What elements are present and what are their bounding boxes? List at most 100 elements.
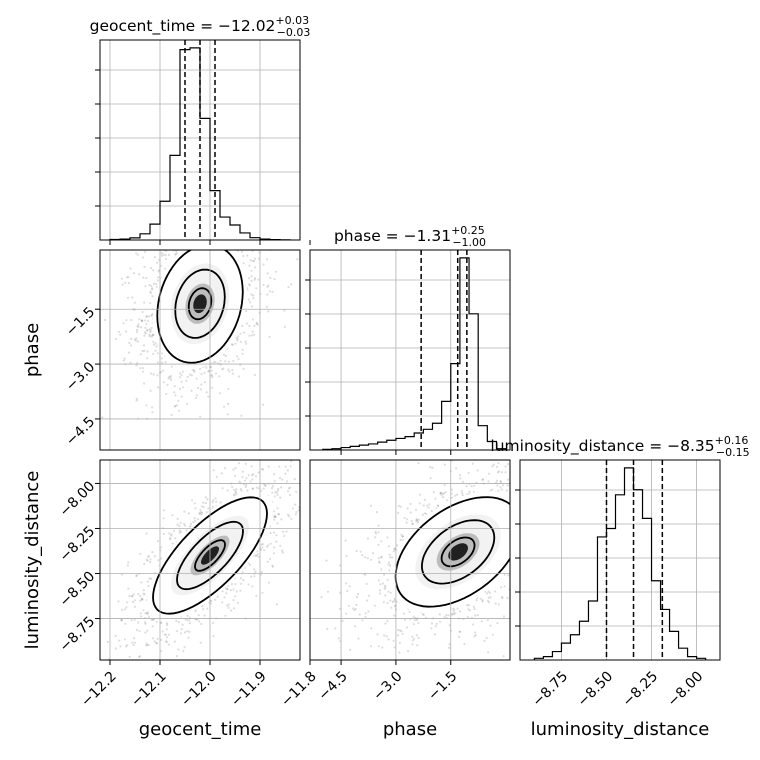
sample-point [251, 585, 254, 588]
sample-point [326, 590, 330, 593]
sample-point [132, 593, 135, 596]
sample-point [152, 488, 154, 490]
sample-point [251, 330, 254, 333]
sample-point [145, 644, 148, 647]
sample-point [239, 332, 242, 335]
sample-point [145, 558, 148, 561]
sample-point [378, 560, 381, 563]
sample-point [522, 534, 524, 536]
sample-point [181, 218, 183, 220]
sample-point [523, 497, 525, 499]
sample-point [543, 529, 545, 531]
sample-point [226, 587, 229, 590]
sample-point [496, 484, 499, 487]
sample-point [235, 590, 238, 593]
sample-point [525, 512, 527, 514]
sample-point [233, 474, 236, 477]
sample-point [236, 339, 239, 342]
sample-point [160, 638, 163, 641]
sample-point [415, 618, 418, 622]
x-tick-label: −1.5 [425, 668, 460, 703]
sample-point [458, 474, 462, 477]
sample-point [231, 368, 234, 372]
sample-point [143, 593, 146, 596]
sample-point [369, 558, 373, 561]
sample-point [232, 607, 236, 610]
sample-point [117, 600, 120, 603]
sample-point [150, 314, 153, 317]
sample-point [156, 352, 159, 355]
sample-point [521, 491, 523, 493]
sample-point [167, 643, 170, 646]
sample-point [239, 589, 242, 592]
sample-point [413, 619, 417, 622]
sample-point [278, 465, 281, 468]
sample-point [308, 449, 310, 451]
sample-point [520, 546, 522, 548]
sample-point [242, 254, 245, 258]
sample-point [162, 665, 164, 667]
sample-point [201, 233, 203, 235]
sample-point [544, 495, 546, 497]
sample-point [540, 549, 542, 551]
sample-point [487, 590, 490, 593]
sample-point [147, 556, 150, 559]
sample-point [472, 490, 475, 493]
sample-point [188, 630, 191, 634]
sample-point [290, 223, 292, 225]
sample-point [547, 521, 549, 523]
sample-point [163, 228, 165, 230]
sample-point [255, 321, 259, 325]
sample-point [285, 480, 289, 483]
sample-point [184, 466, 186, 468]
sample-point [135, 337, 138, 340]
sample-point [446, 499, 449, 502]
sample-point [421, 513, 424, 517]
contour-line [440, 536, 476, 568]
sample-point [177, 399, 180, 402]
sample-point [547, 516, 549, 518]
sample-point [438, 613, 441, 616]
sample-point [135, 330, 138, 334]
sample-point [239, 488, 242, 491]
sample-point [503, 573, 506, 576]
sample-point [458, 610, 462, 613]
sample-point [143, 301, 146, 304]
sample-point [536, 558, 538, 560]
sample-point [295, 510, 298, 514]
histogram-phase [322, 257, 507, 450]
sample-point [403, 618, 407, 621]
sample-point [474, 614, 477, 617]
sample-point [516, 588, 518, 590]
sample-point [205, 366, 208, 369]
sample-point [256, 323, 259, 326]
sample-point [214, 242, 216, 244]
sample-point [218, 392, 222, 395]
sample-point [416, 521, 420, 524]
sample-point [254, 277, 257, 280]
sample-point [453, 608, 456, 611]
sample-point [216, 595, 219, 599]
sample-point [273, 546, 276, 549]
sample-point [143, 331, 146, 334]
sample-point [201, 234, 203, 236]
sample-point [133, 338, 136, 341]
sample-point [442, 492, 445, 495]
sample-point [220, 247, 222, 249]
sample-point [150, 618, 153, 622]
sample-point [428, 503, 431, 506]
sample-point [124, 330, 127, 333]
sample-point [481, 599, 484, 602]
sample-point [271, 565, 275, 568]
sample-point [168, 229, 170, 231]
sample-point [542, 612, 544, 614]
sample-point [173, 640, 176, 643]
sample-point [517, 518, 519, 520]
sample-point [239, 582, 242, 585]
sample-point [194, 396, 198, 399]
sample-point [151, 406, 154, 409]
sample-point [127, 561, 130, 564]
sample-point [516, 586, 518, 588]
sample-point [184, 247, 186, 249]
sample-point [455, 493, 459, 496]
